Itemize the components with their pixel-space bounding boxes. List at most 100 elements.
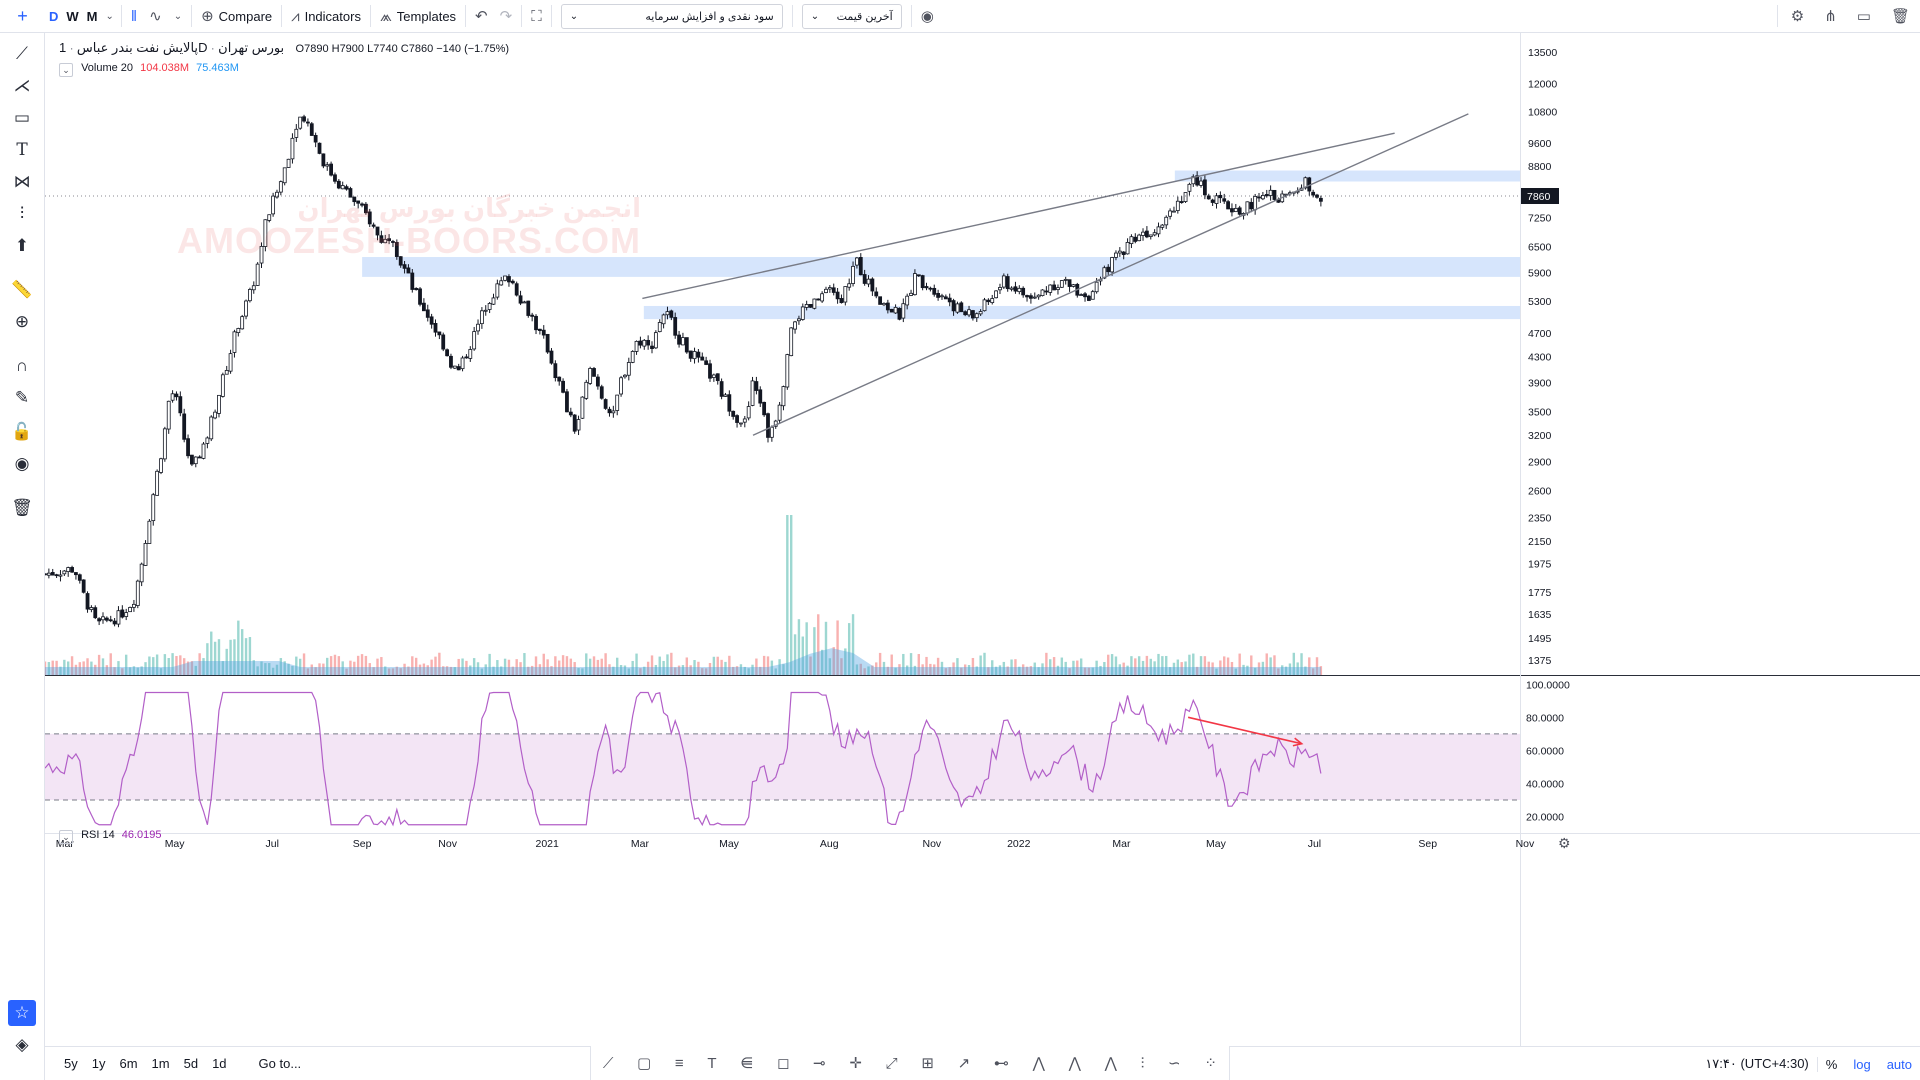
interval-month-button[interactable]: M [86,8,98,24]
line-tool-icon[interactable]: ⟋ [602,1054,614,1072]
volume-bar [685,657,689,675]
range-1y-button[interactable]: 1y [91,1056,106,1071]
candles-icon[interactable]: ǁ [130,7,138,25]
magnet-icon[interactable]: ∩ [15,356,29,375]
range-5y-button[interactable]: 5y [64,1056,78,1071]
pattern-icon[interactable]: ⋈ [13,172,31,191]
volume-bar [217,639,221,675]
top-toolbar: + D W M ⌄ ǁ ∿ ⌄ ⊕ Compare ⩘ Indicators ⩕ Te… [0,0,1920,33]
interval-day-button[interactable]: D [49,8,59,24]
candle-body [793,321,797,330]
wave-tool-icon[interactable]: ⋀ [1032,1055,1045,1072]
price-axis-label: 6500 [1528,242,1552,254]
arrow-tool-icon[interactable]: ↗ [957,1055,971,1072]
ruler-icon[interactable]: 📏 [11,280,33,299]
compare-button[interactable]: ⊕ Compare [195,0,278,33]
zoom-icon[interactable]: ⊕ [14,312,30,331]
arrow-up-icon[interactable]: ⬆ [14,236,30,255]
candle-body [135,580,140,606]
watchlist-star-icon[interactable]: ☆ [8,1000,36,1026]
prediction-icon[interactable]: ⫶ [19,204,25,223]
templates-button[interactable]: ⩕ Templates [374,0,462,33]
ray-tool-icon[interactable]: ⊷ [993,1055,1009,1072]
callout-tool-icon[interactable]: ◻ [777,1055,790,1072]
candle-body [70,567,74,573]
lock-drawings-icon[interactable]: ✎ [14,388,30,407]
chart-svg[interactable]: 13500 12000 10800 9600 8800 7250 6500 5900 5300 4… [45,33,1920,1046]
chevron-down-icon[interactable]: ⌄ [59,63,73,77]
line-chart-icon[interactable]: ∿ [149,8,162,25]
range-1d-button[interactable]: 1d [212,1056,227,1071]
candle-body [166,400,171,430]
layers-icon[interactable]: ◈ [15,1035,29,1054]
rect-tool-icon[interactable]: ▢ [637,1055,652,1072]
abcd-tool-icon[interactable]: ⋀ [1104,1055,1117,1072]
candle-body [510,280,515,284]
range-tool-icon[interactable]: ⊞ [921,1055,934,1072]
range-6m-button[interactable]: 6m [119,1056,138,1071]
path-tool-icon[interactable]: ⤢ [885,1054,898,1072]
cross-tool-icon[interactable]: ✛ [849,1055,862,1072]
gear-icon[interactable]: ⚙ [1790,8,1805,25]
text-icon[interactable]: T [16,140,28,160]
candle-body [449,355,453,368]
percent-toggle[interactable]: % [1816,1056,1846,1072]
trash-icon[interactable]: 🗑 [11,498,33,517]
share-icon[interactable]: ⋔ [1824,8,1837,25]
volume-bar [1226,657,1230,675]
redo-icon[interactable]: ↷ [499,8,513,25]
fib-tool-icon[interactable]: ⋹ [740,1055,754,1072]
eye-icon[interactable]: ◉ [920,8,934,25]
crosshair-icon[interactable]: + [17,5,28,26]
fib-icon[interactable]: ⋌ [13,76,31,95]
chart-area[interactable]: 13500 12000 10800 9600 8800 7250 6500 5900 5300 4… [45,33,1920,1046]
abc-tool-icon[interactable]: ⋀ [1068,1055,1081,1072]
volume-bar [74,664,78,675]
log-toggle[interactable]: log [1853,1056,1871,1072]
position-tool-icon[interactable]: ⫶ [1140,1054,1145,1072]
candle-body [1067,279,1072,287]
trash-icon[interactable]: 🗑 [1890,8,1910,25]
interval-week-button[interactable]: W [66,8,79,24]
volume-bar [306,668,310,675]
volume-bar [627,668,631,675]
goto-button[interactable]: Go to... [258,1056,302,1071]
candle-body [978,311,983,315]
candle-body [580,396,585,419]
snapshot-icon[interactable]: ▭ [1856,8,1871,25]
text-tool-icon[interactable]: T [707,1054,717,1072]
volume-bar [994,666,998,675]
volume-bar [1083,667,1087,675]
range-1m-button[interactable]: 1m [151,1056,170,1071]
volume-bar [194,665,197,675]
candle-body [108,619,113,622]
trendline-icon[interactable]: ⟋ [16,44,28,63]
candle-body [371,224,376,227]
price-source-dropdown[interactable]: ⌄ آخرین قیمت [801,3,902,29]
candle-body [1272,189,1277,200]
chevron-down-icon[interactable]: ⌄ [173,10,183,22]
fullscreen-icon[interactable]: ⛶ [531,7,542,25]
channel-tool-icon[interactable]: ≡ [674,1054,684,1072]
auto-toggle[interactable]: auto [1886,1056,1912,1072]
volume-bar [612,666,615,675]
rectangle-icon[interactable]: ▭ [13,108,31,127]
chevron-down-icon[interactable]: ⌄ [105,10,114,22]
indicators-button[interactable]: ⩘ Indicators [285,0,367,33]
volume-bar [97,654,101,675]
chevron-down-icon[interactable]: ⌄ [59,830,73,844]
candle-body [924,286,929,289]
undo-icon[interactable]: ↶ [475,8,488,25]
lock-icon[interactable]: 🔓 [11,422,33,441]
symbol-name[interactable]: پالایش نفت بندر عباس [76,40,199,55]
range-5d-button[interactable]: 5d [183,1056,199,1071]
hline-tool-icon[interactable]: ⊸ [813,1055,826,1072]
brush-tool-icon[interactable]: ∽ [1168,1055,1181,1072]
eye-icon[interactable]: ◉ [14,454,30,473]
candle-body [1179,201,1184,203]
volume-bar [387,668,391,675]
dividends-dropdown[interactable]: ⌄ سود نقدی و افزایش سرمایه [560,3,783,29]
more-tools-icon[interactable]: ⁘ [1204,1055,1217,1072]
timezone-label[interactable]: ۱۷:۴۰ (UTC+4:30) [1705,1056,1809,1071]
volume-bar [523,653,526,675]
